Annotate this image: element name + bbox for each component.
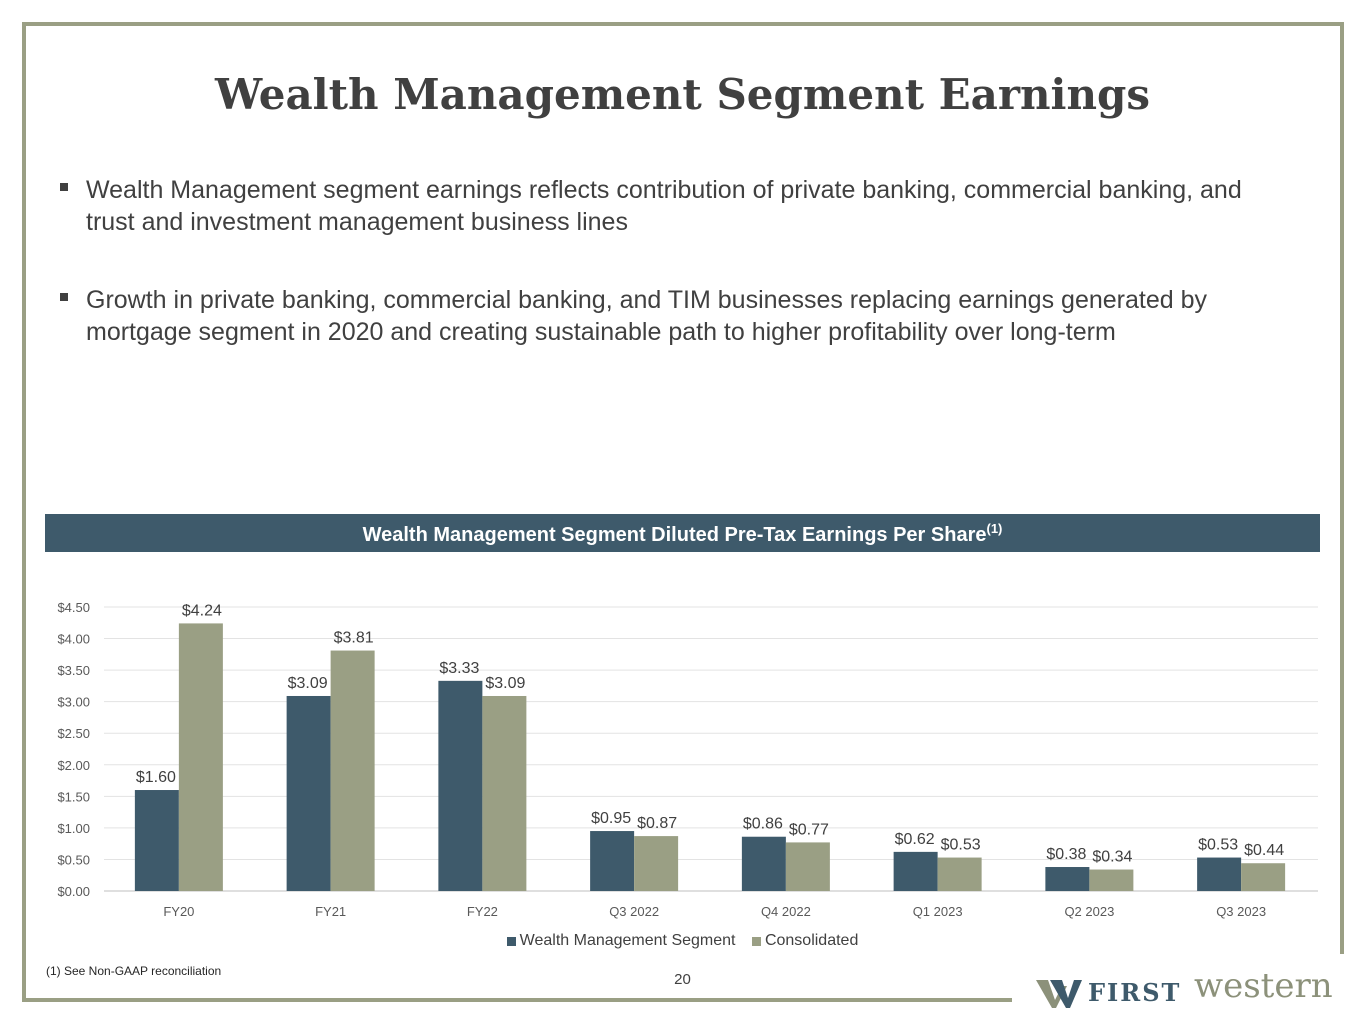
chart-legend: Wealth Management Segment Consolidated (0, 932, 1365, 951)
data-label: $0.95 (591, 810, 631, 827)
data-label: $0.53 (1198, 837, 1238, 854)
data-label: $0.53 (941, 837, 981, 854)
bar-wealth (893, 851, 938, 891)
legend-label-consolidated: Consolidated (764, 932, 859, 949)
y-tick-label: $0.00 (57, 884, 90, 899)
data-label: $3.09 (288, 675, 328, 692)
legend-swatch-wealth (506, 936, 516, 946)
bar-wealth (741, 836, 786, 891)
bar-consolidated (482, 695, 527, 891)
x-tick-label: Q2 2023 (1064, 904, 1114, 919)
legend-label-wealth: Wealth Management Segment (519, 932, 736, 949)
data-label: $1.60 (136, 769, 176, 786)
frame-top-border (22, 22, 1344, 26)
data-label: $0.87 (637, 815, 677, 832)
bullet-item: Wealth Management segment earnings refle… (58, 174, 1258, 238)
data-label: $0.44 (1244, 842, 1284, 859)
bar-consolidated (634, 836, 679, 891)
y-tick-label: $4.50 (57, 600, 90, 615)
bar-consolidated (178, 623, 223, 891)
chart-title: Wealth Management Segment Diluted Pre-Ta… (362, 524, 987, 546)
x-tick-label: FY21 (315, 904, 346, 919)
bar-wealth (134, 790, 179, 891)
bar-consolidated (937, 857, 982, 891)
x-tick-label: FY20 (163, 904, 194, 919)
x-tick-label: FY22 (467, 904, 498, 919)
bullet-text: Growth in private banking, commercial ba… (86, 286, 1207, 346)
bullet-item: Growth in private banking, commercial ba… (58, 284, 1258, 348)
legend-item-wealth: Wealth Management Segment (506, 932, 736, 950)
page-title: Wealth Management Segment Earnings (215, 70, 1150, 119)
bar-wealth (590, 831, 635, 891)
page-number: 20 (674, 971, 691, 988)
data-label: $0.38 (1046, 846, 1086, 863)
bar-consolidated (330, 650, 375, 891)
frame-bottom-border (22, 998, 1012, 1002)
bar-consolidated (785, 842, 830, 891)
y-tick-label: $3.00 (57, 695, 90, 710)
logo-text-first: FIRST (1088, 978, 1182, 1007)
x-tick-label: Q3 2022 (609, 904, 659, 919)
y-tick-label: $2.50 (57, 726, 90, 741)
bar-wealth (1045, 867, 1090, 891)
data-label: $0.86 (743, 816, 783, 833)
data-label: $0.77 (789, 821, 829, 838)
w-logo-icon (1036, 980, 1082, 1008)
bar-consolidated (1241, 863, 1286, 891)
data-label: $0.34 (1092, 849, 1132, 866)
chart-title-footnote-ref: (1) (986, 521, 1003, 536)
bullet-list: Wealth Management segment earnings refle… (58, 174, 1258, 394)
data-label: $3.33 (439, 660, 479, 677)
logo-text-western: western (1194, 966, 1333, 1006)
y-tick-label: $1.50 (57, 789, 90, 804)
x-tick-label: Q4 2022 (761, 904, 811, 919)
data-label: $3.09 (485, 675, 525, 692)
bullet-text: Wealth Management segment earnings refle… (86, 176, 1242, 236)
y-tick-label: $1.00 (57, 821, 90, 836)
bar-chart: $0.00 $0.50 $1.00 $1.50 $2.00 $2.50 $3.00 $3.50… (57, 600, 1318, 919)
company-logo: FIRST western (1036, 966, 1346, 1012)
bar-wealth (286, 695, 331, 891)
y-tick-label: $2.00 (57, 758, 90, 773)
footnote: (1) See Non-GAAP reconciliation (46, 964, 222, 978)
bar-wealth (1197, 857, 1242, 891)
chart-title-banner: Wealth Management Segment Diluted Pre-Ta… (45, 514, 1320, 552)
data-label: $0.62 (895, 831, 935, 848)
y-tick-label: $0.50 (57, 852, 90, 867)
frame-right-border (1340, 22, 1344, 954)
y-tick-label: $4.00 (57, 632, 90, 647)
data-label: $3.81 (334, 630, 374, 647)
legend-item-consolidated: Consolidated (751, 932, 859, 950)
bullet-marker-icon (60, 293, 68, 301)
y-tick-label: $3.50 (57, 663, 90, 678)
data-label: $4.24 (182, 602, 222, 619)
x-tick-label: Q3 2023 (1216, 904, 1266, 919)
bar-wealth (438, 680, 483, 891)
bar-consolidated (1089, 869, 1134, 891)
frame-left-border (22, 22, 26, 1002)
x-tick-label: Q1 2023 (913, 904, 963, 919)
legend-swatch-consolidated (751, 936, 761, 946)
bullet-marker-icon (60, 183, 68, 191)
